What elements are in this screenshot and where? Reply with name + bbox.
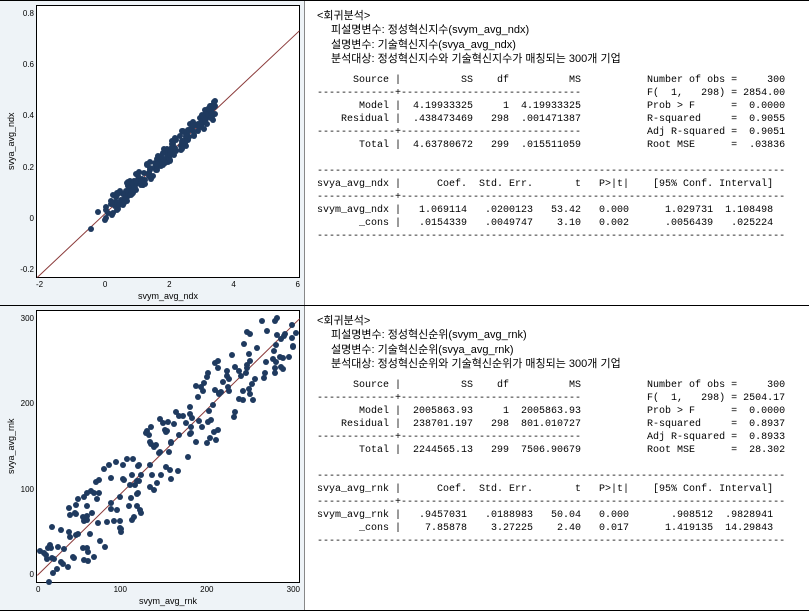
chart-1-ylabel: svya_avg_rnk bbox=[4, 310, 18, 583]
chart-1-xlabel: svym_avg_rnk bbox=[36, 596, 300, 606]
chart-0-plot bbox=[36, 5, 300, 278]
chart-0-xticks: -20246 bbox=[36, 278, 300, 291]
hdr0-title: <회귀분석> bbox=[317, 9, 797, 23]
figure-container: svya_avg_ndx 0.80.60.40.20-0.2 -20246 sv… bbox=[0, 0, 809, 611]
hdr0-indep: 설명변수: 기술혁신지수(svya_avg_ndx) bbox=[331, 38, 797, 52]
chart-1-yticks: 3002001000 bbox=[18, 310, 36, 583]
reg-table-0: Source | SS df MS Number of obs = 300 --… bbox=[317, 74, 797, 243]
hdr0-sample: 분석대상: 정성혁신지수와 기술혁신지수가 매칭되는 300개 기업 bbox=[331, 52, 797, 66]
hdr0-dep: 피설명변수: 정성혁신지수(svym_avg_ndx) bbox=[331, 23, 797, 37]
panel-1: svya_avg_rnk 3002001000 0100200300 svym_… bbox=[0, 306, 809, 610]
chart-0-ylabel: svya_avg_ndx bbox=[4, 5, 18, 278]
chart-0-xlabel: svym_avg_ndx bbox=[36, 291, 300, 301]
chart-1: svya_avg_rnk 3002001000 0100200300 svym_… bbox=[0, 306, 305, 610]
hdr1-title: <회귀분석> bbox=[317, 314, 797, 328]
hdr1-indep: 설명변수: 기술혁신순위(svya_avg_rnk) bbox=[331, 343, 797, 357]
regression-output-0: <회귀분석> 피설명변수: 정성혁신지수(svym_avg_ndx) 설명변수:… bbox=[305, 1, 809, 305]
chart-0: svya_avg_ndx 0.80.60.40.20-0.2 -20246 sv… bbox=[0, 1, 305, 305]
panel-0: svya_avg_ndx 0.80.60.40.20-0.2 -20246 sv… bbox=[0, 1, 809, 306]
chart-0-yticks: 0.80.60.40.20-0.2 bbox=[18, 5, 36, 278]
chart-1-area: svya_avg_rnk 3002001000 bbox=[4, 310, 300, 583]
reg-table-1: Source | SS df MS Number of obs = 300 --… bbox=[317, 379, 797, 548]
chart-1-plot bbox=[36, 310, 300, 583]
hdr1-sample: 분석대상: 정성혁신순위와 기술혁신순위가 매칭되는 300개 기업 bbox=[331, 357, 797, 371]
hdr1-dep: 피설명변수: 정성혁신순위(svym_avg_rnk) bbox=[331, 328, 797, 342]
chart-0-area: svya_avg_ndx 0.80.60.40.20-0.2 bbox=[4, 5, 300, 278]
regression-output-1: <회귀분석> 피설명변수: 정성혁신순위(svym_avg_rnk) 설명변수:… bbox=[305, 306, 809, 610]
chart-1-xticks: 0100200300 bbox=[36, 583, 300, 596]
header-ko-0: <회귀분석> 피설명변수: 정성혁신지수(svym_avg_ndx) 설명변수:… bbox=[317, 9, 797, 66]
header-ko-1: <회귀분석> 피설명변수: 정성혁신순위(svym_avg_rnk) 설명변수:… bbox=[317, 314, 797, 371]
